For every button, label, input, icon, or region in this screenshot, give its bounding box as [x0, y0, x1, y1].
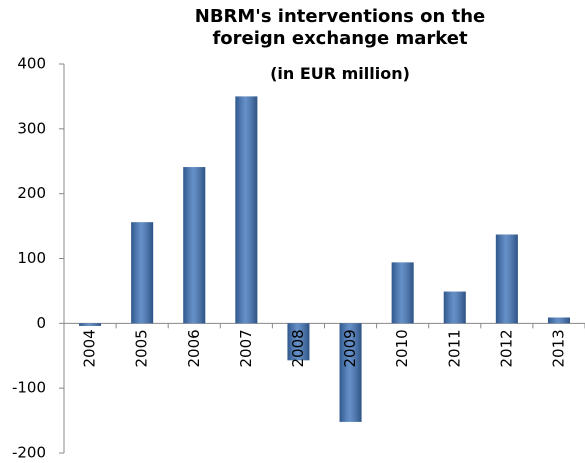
y-tick-label: 400	[17, 55, 46, 73]
bar-shade	[391, 262, 414, 324]
x-tick-label: 2008	[289, 329, 307, 367]
bar-shade	[131, 222, 154, 324]
x-tick-label: 2007	[237, 329, 255, 367]
bar-shade	[547, 317, 570, 324]
x-tick-label: 2012	[497, 329, 515, 367]
x-tick-label: 2009	[341, 329, 359, 367]
x-tick-label: 2011	[445, 329, 463, 367]
y-tick-label: 0	[36, 314, 46, 332]
bar-shade	[235, 96, 258, 324]
x-tick-label: 2013	[549, 329, 567, 367]
y-tick-label: -100	[12, 379, 46, 397]
chart-title: NBRM's interventions on the foreign exch…	[194, 6, 486, 49]
y-tick-label: 200	[17, 184, 46, 202]
bar-shade	[79, 323, 102, 326]
x-tick-label: 2004	[81, 329, 99, 367]
y-tick-label: 100	[17, 249, 46, 267]
x-tick-label: 2006	[185, 329, 203, 367]
bar-shade	[495, 234, 518, 324]
x-tick-label: 2005	[133, 329, 151, 367]
bar-shade	[287, 323, 310, 361]
x-tick-label: 2010	[393, 329, 411, 367]
y-tick-label: 300	[17, 119, 46, 137]
chart-subtitle: (in EUR million)	[270, 64, 410, 83]
y-tick-label: -200	[12, 444, 46, 462]
bar-shade	[443, 291, 466, 324]
bar-shade	[339, 323, 362, 422]
bar-shade	[183, 167, 206, 324]
